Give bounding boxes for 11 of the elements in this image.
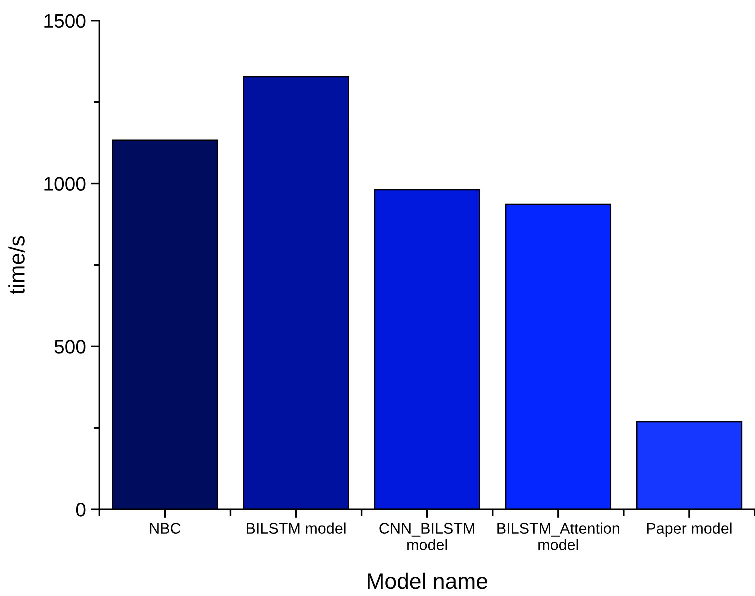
x-tick-label: CNN_BILSTM model: [380, 523, 474, 550]
y-tick-label: 0: [76, 503, 86, 517]
x-tick-label: BILSTM model: [247, 522, 346, 534]
x-tick-label: Paper model: [647, 522, 732, 538]
x-tick-label: BILSTM_Attention model: [498, 522, 620, 550]
y-tick-label: 1000: [44, 177, 86, 192]
x-axis-title: Model name: [368, 572, 488, 590]
y-axis-title: time/s: [8, 236, 25, 295]
y-tick-label: 500: [54, 340, 86, 354]
y-tick-label: 1500: [44, 14, 86, 28]
x-tick-label: NBC: [150, 523, 181, 534]
